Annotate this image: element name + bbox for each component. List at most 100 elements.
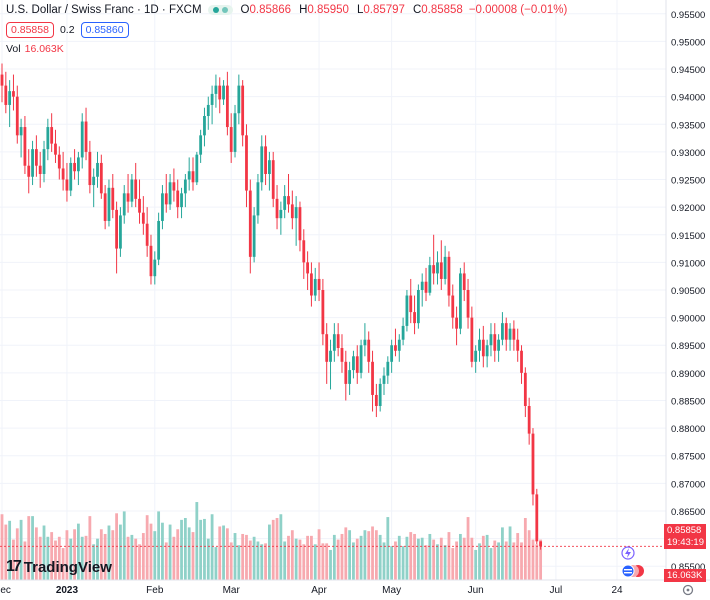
time-axis[interactable]: Dec 2023 Feb Mar Apr May Jun Jul 24	[0, 585, 623, 596]
ohlc-high: H0.85950	[299, 4, 349, 16]
volume-bar	[474, 549, 478, 580]
volume-bar	[459, 533, 462, 580]
candle-body	[459, 273, 462, 329]
ohlc-open: O0.85866	[240, 4, 292, 16]
volume-bar	[428, 533, 432, 580]
ohlc-low: L0.85797	[356, 4, 405, 16]
flag-events-icon[interactable]	[621, 564, 644, 578]
candle-body	[455, 317, 458, 329]
buy-button[interactable]: 0.85860	[80, 22, 129, 38]
candle-body	[12, 91, 15, 97]
candle-body	[382, 375, 386, 384]
volume-bar	[187, 527, 191, 580]
candle-body	[61, 168, 65, 180]
volume-bar	[15, 528, 19, 580]
volume-bar	[264, 543, 267, 580]
candle-body	[424, 281, 428, 293]
candle-body	[317, 278, 321, 290]
candle-body	[474, 350, 478, 362]
tradingview-logo[interactable]: 17 TradingView	[6, 558, 112, 576]
volume-bar	[225, 528, 229, 580]
candle-body	[344, 361, 348, 384]
volume-bar	[248, 540, 252, 580]
settings-gear-icon[interactable]	[682, 584, 694, 596]
volume-bar	[478, 543, 481, 580]
volume-bar	[340, 533, 344, 580]
volume-bar	[260, 544, 264, 580]
volume-bar	[99, 529, 103, 580]
volume-bar	[470, 537, 474, 580]
volume-bar	[199, 519, 203, 580]
candle-body	[27, 165, 31, 177]
volume-bar	[466, 517, 470, 580]
volume-bar	[317, 529, 321, 580]
volume-bar	[38, 536, 42, 580]
candle-body	[287, 196, 290, 205]
candle-body	[134, 179, 138, 199]
volume-bar	[485, 534, 489, 580]
volume-bar	[164, 542, 168, 580]
candle-body	[149, 245, 153, 277]
volume-bar	[69, 538, 73, 580]
volume-bar	[279, 514, 283, 580]
candle-body	[275, 198, 279, 219]
volume-bar	[310, 535, 313, 580]
symbol-title[interactable]: U.S. Dollar / Swiss Franc · 1D · FXCM	[6, 4, 202, 16]
volume-bar	[241, 533, 245, 580]
volume-bar	[183, 518, 187, 580]
market-status-indicator[interactable]	[207, 5, 233, 15]
candle-body	[470, 317, 474, 362]
volume-bar	[348, 530, 352, 580]
candle-body	[329, 350, 332, 362]
lightning-event-icon[interactable]	[621, 546, 635, 560]
tradingview-logo-text: TradingView	[23, 558, 112, 576]
volume-bar	[382, 542, 386, 580]
y-tick-label: 0.85500	[671, 562, 705, 573]
volume-bar	[363, 530, 367, 580]
candle-body	[195, 154, 199, 183]
volume-bar	[523, 518, 527, 580]
candle-body	[69, 162, 73, 191]
volume-bar	[191, 532, 195, 580]
volume-bar	[294, 538, 298, 580]
candle-body	[172, 182, 176, 191]
candle-body	[512, 328, 516, 340]
volume-bar	[504, 541, 508, 580]
candle-body	[378, 383, 382, 406]
volume-bar	[302, 544, 306, 580]
candle-body	[340, 348, 344, 362]
volume-bar	[455, 541, 458, 580]
candle-body	[501, 323, 504, 340]
price-change: −0.00008 (−0.01%)	[468, 4, 568, 16]
candle-body	[229, 127, 233, 152]
candle-body	[363, 339, 367, 346]
candle-body	[233, 113, 237, 152]
volume-bar	[374, 530, 378, 580]
candle-body	[80, 121, 84, 158]
volume-bar	[161, 522, 164, 580]
ohlc-close: C0.85858	[412, 4, 463, 16]
volume-bar	[88, 516, 92, 580]
candle-body	[161, 193, 164, 221]
volume-bar	[80, 536, 84, 580]
volume-bar	[46, 536, 50, 580]
candle-body	[107, 187, 111, 221]
candle-body	[241, 85, 245, 136]
candle-body	[336, 334, 340, 348]
sell-button[interactable]: 0.85858	[6, 22, 54, 38]
y-tick-label: 0.88000	[671, 424, 705, 435]
price-axis[interactable]: 0.95500 0.95000 0.94500 0.94000 0.93500 0.930…	[671, 10, 705, 573]
candle-body	[443, 256, 447, 279]
candle-body	[428, 265, 432, 293]
volume-bars	[0, 502, 543, 580]
y-tick-label: 0.89000	[671, 369, 705, 380]
volume-bar	[149, 523, 153, 580]
volume-bar	[329, 549, 332, 580]
volume-bar	[180, 519, 183, 580]
candle-body	[225, 85, 229, 128]
candle-body	[290, 204, 294, 219]
candle-body	[493, 334, 497, 351]
volume-bar	[447, 532, 451, 580]
candle-body	[38, 165, 42, 174]
